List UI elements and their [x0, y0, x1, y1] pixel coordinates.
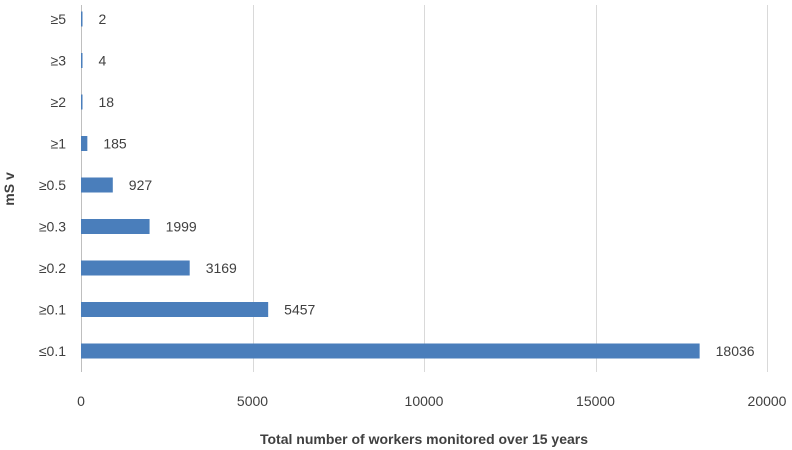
bar	[81, 53, 83, 68]
data-labels: 2 4 18 185 927 1999 3169 5457 18036	[99, 11, 755, 359]
data-label: 927	[129, 177, 153, 193]
data-label: 18	[99, 94, 115, 110]
x-tick-label: 0	[77, 393, 85, 409]
category-label: ≥1	[51, 136, 67, 152]
data-label: 185	[103, 136, 127, 152]
category-label: ≥0.3	[39, 219, 66, 235]
category-label: ≥2	[51, 94, 67, 110]
category-label: ≥5	[51, 11, 67, 27]
bars	[81, 11, 700, 359]
x-axis-title: Total number of workers monitored over 1…	[260, 431, 588, 447]
x-tick-labels: 0 5000 10000 15000 20000	[77, 393, 787, 409]
category-label: ≥0.1	[39, 302, 66, 318]
data-label: 18036	[716, 343, 755, 359]
category-labels: ≥5 ≥3 ≥2 ≥1 ≥0.5 ≥0.3 ≥0.2 ≥0.1 ≤0.1	[39, 11, 66, 359]
category-label: ≥0.5	[39, 177, 66, 193]
category-label: ≥0.2	[39, 260, 66, 276]
data-label: 5457	[284, 302, 315, 318]
x-tick-label: 15000	[576, 393, 615, 409]
data-label: 2	[99, 11, 107, 27]
bar	[81, 260, 190, 276]
category-label: ≤0.1	[39, 343, 66, 359]
x-tick-label: 20000	[748, 393, 787, 409]
bar	[81, 219, 150, 234]
x-tick-label: 5000	[237, 393, 268, 409]
bar	[81, 302, 269, 317]
bar	[81, 177, 113, 193]
x-tick-label: 10000	[405, 393, 444, 409]
category-label: ≥3	[51, 53, 67, 69]
bar	[81, 136, 88, 151]
bar	[81, 94, 83, 110]
y-axis-title: mS v	[1, 172, 17, 206]
bar	[81, 11, 83, 27]
bar	[81, 343, 700, 359]
data-label: 4	[99, 53, 107, 69]
data-label: 1999	[166, 219, 197, 235]
data-label: 3169	[206, 260, 237, 276]
